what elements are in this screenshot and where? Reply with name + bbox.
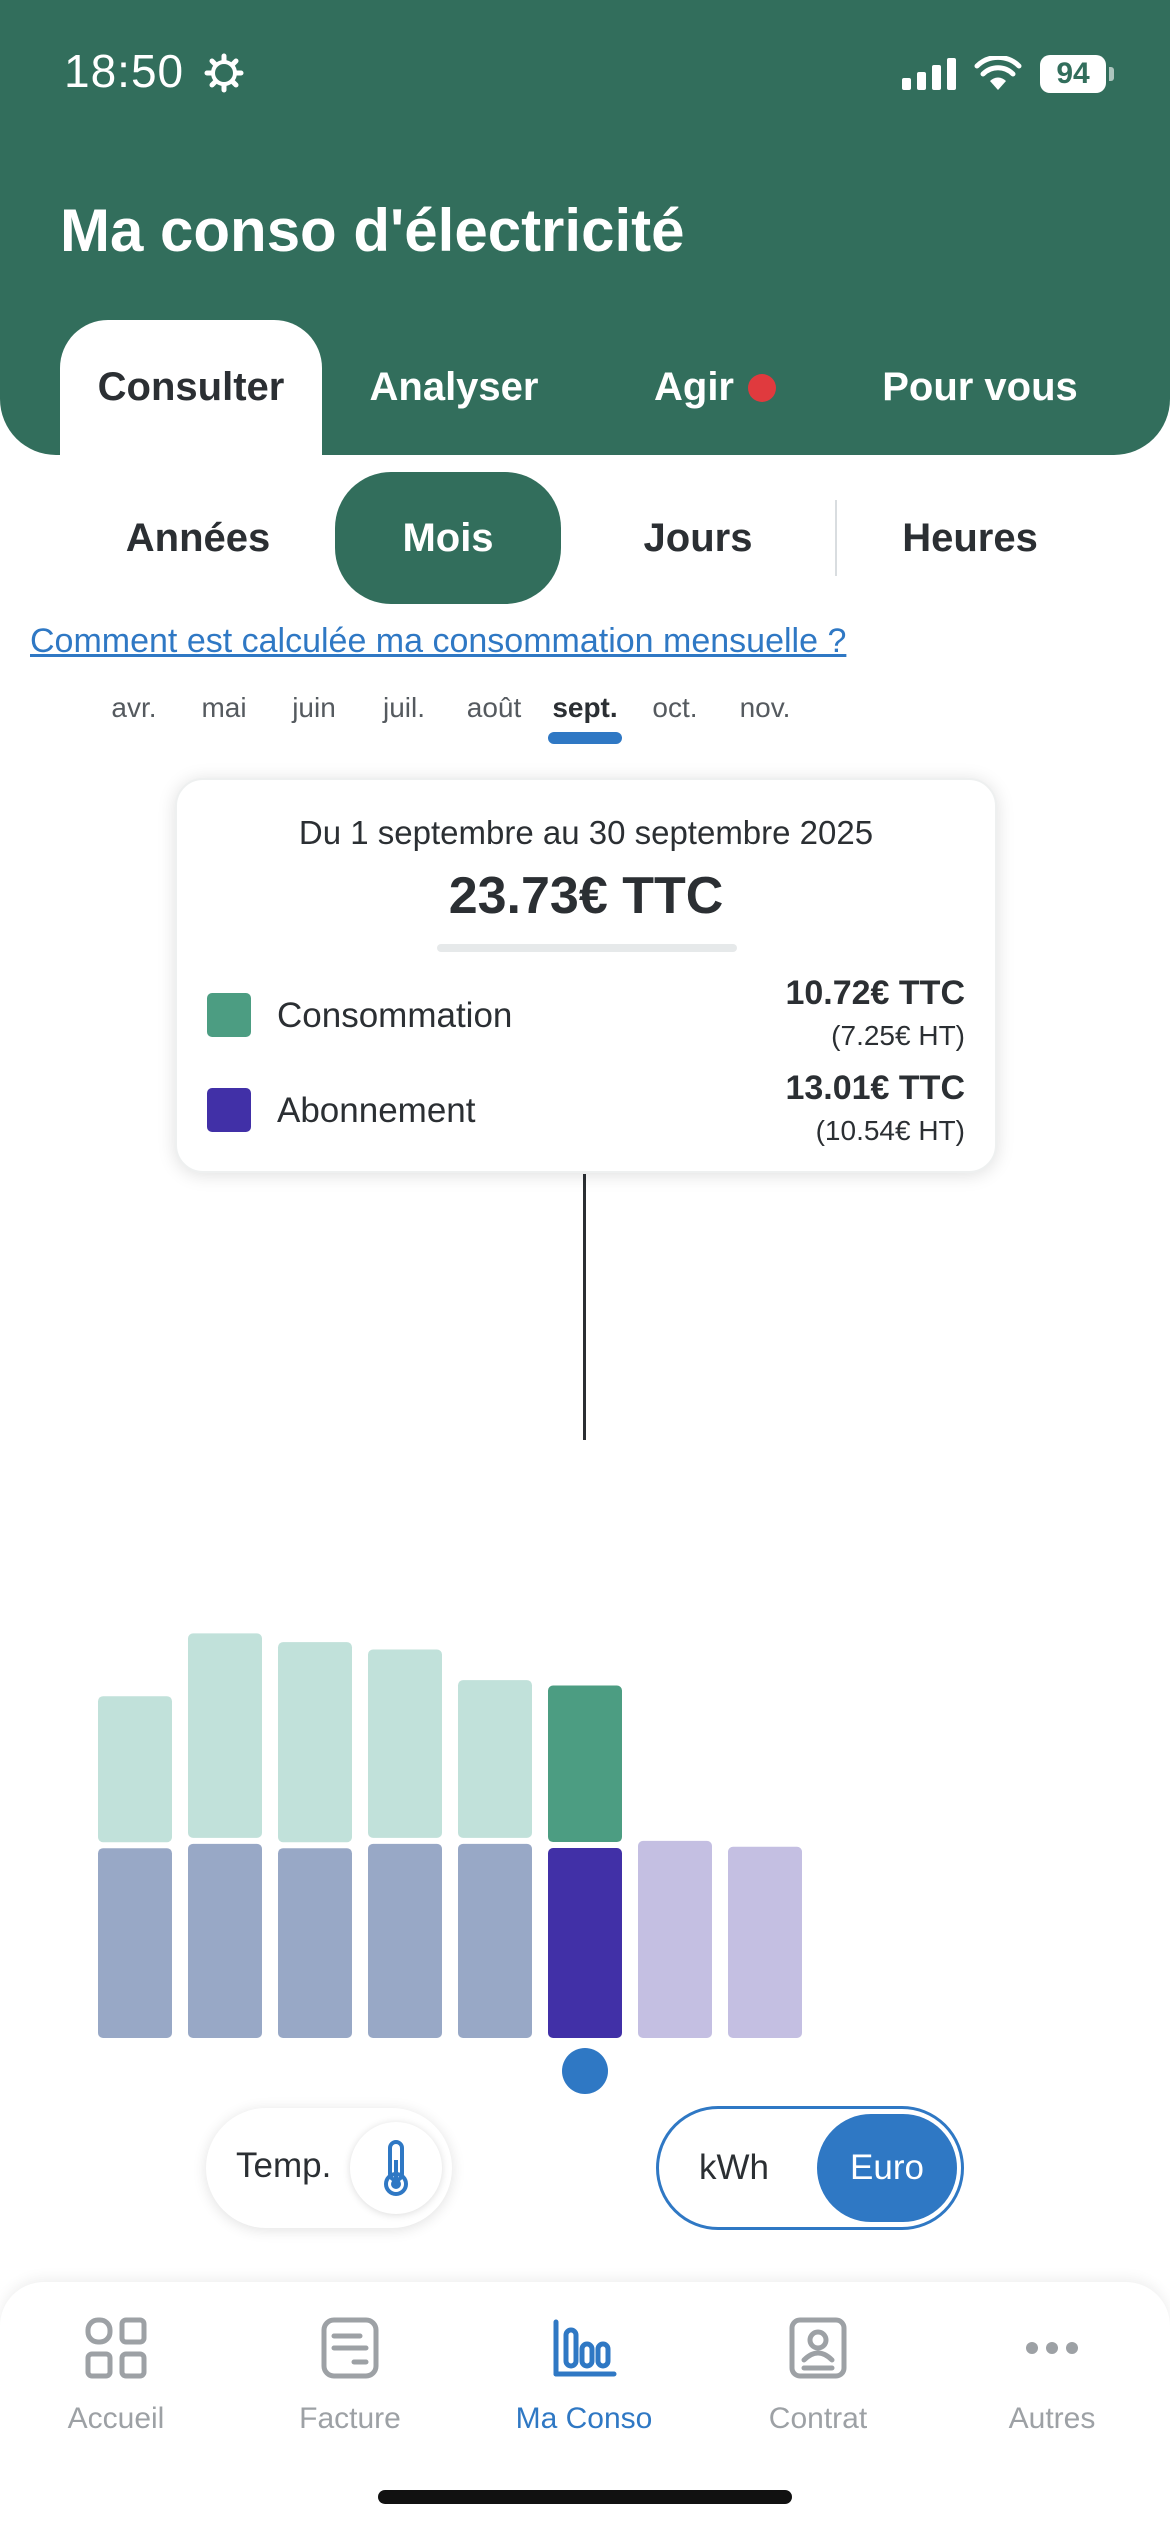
selected-bar-handle[interactable] bbox=[562, 2048, 608, 2094]
legend-label: Abonnement bbox=[277, 1091, 476, 1130]
bar-abonnement-août[interactable] bbox=[458, 1843, 532, 2038]
legend-consommation: Consommation 10.72€ TTC (7.25€ HT) bbox=[207, 970, 965, 1060]
bar-consommation-avr[interactable] bbox=[98, 1696, 172, 1843]
notification-badge bbox=[748, 373, 776, 402]
nav-contrat[interactable]: Contrat bbox=[718, 2304, 918, 2454]
legend-ht: (10.54€ HT) bbox=[815, 1115, 965, 1146]
page-title: Ma conso d'électricité bbox=[60, 197, 685, 264]
legend-ttc: 10.72€ TTC bbox=[785, 974, 965, 1012]
status-time: 18:50 bbox=[64, 45, 185, 97]
nav-label: Accueil bbox=[67, 2402, 165, 2435]
wifi-icon bbox=[974, 56, 1022, 90]
legend-label: Consommation bbox=[277, 996, 513, 1035]
selected-month-indicator bbox=[548, 732, 622, 744]
month-label[interactable]: oct. bbox=[652, 692, 698, 723]
bar-abonnement-oct[interactable] bbox=[638, 1840, 712, 2038]
bar-consommation-juil[interactable] bbox=[368, 1649, 442, 1838]
month-label[interactable]: juin bbox=[292, 692, 336, 723]
contract-icon bbox=[789, 2317, 847, 2379]
more-icon bbox=[1026, 2342, 1078, 2354]
month-label[interactable]: juil. bbox=[382, 692, 425, 723]
temperature-label: Temp. bbox=[236, 2146, 332, 2185]
legend-ht: (7.25€ HT) bbox=[831, 1020, 965, 1051]
invoice-icon bbox=[321, 2317, 379, 2379]
legend-abonnement: Abonnement 13.01€ TTC (10.54€ HT) bbox=[207, 1065, 965, 1155]
grid-icon bbox=[85, 2317, 147, 2379]
unit-toggle[interactable]: kWh Euro bbox=[656, 2106, 964, 2230]
battery-level: 94 bbox=[1040, 55, 1106, 93]
bar-consommation-mai[interactable] bbox=[188, 1633, 262, 1838]
tab-agir[interactable]: Agir bbox=[620, 320, 810, 455]
legend-ttc: 13.01€ TTC bbox=[785, 1069, 965, 1107]
bar-abonnement-avr[interactable] bbox=[98, 1848, 172, 2038]
tab-agir-label: Agir bbox=[654, 365, 734, 409]
segment-jours[interactable]: Jours bbox=[643, 515, 753, 560]
bar-abonnement-juil[interactable] bbox=[368, 1843, 442, 2038]
thermometer-icon[interactable] bbox=[350, 2122, 442, 2214]
temperature-toggle[interactable]: Temp. bbox=[206, 2108, 452, 2228]
nav-accueil[interactable]: Accueil bbox=[16, 2304, 216, 2454]
nav-ma-conso[interactable]: Ma Conso bbox=[484, 2304, 684, 2454]
bar-abonnement-sept[interactable] bbox=[548, 1848, 622, 2038]
battery-icon: 94 bbox=[1040, 55, 1114, 93]
month-detail-tooltip: Du 1 septembre au 30 septembre 2025 23.7… bbox=[175, 778, 997, 1173]
segment-annees[interactable]: Années bbox=[125, 515, 271, 560]
month-label-selected[interactable]: sept. bbox=[552, 692, 618, 723]
tab-consulter[interactable]: Consulter bbox=[60, 320, 322, 455]
legend-swatch-abonnement bbox=[207, 1088, 251, 1132]
bar-consommation-sept[interactable] bbox=[548, 1685, 622, 1843]
segment-mois[interactable]: Mois bbox=[335, 472, 561, 604]
gear-icon bbox=[204, 53, 244, 93]
tooltip-connector-line bbox=[583, 1174, 586, 1440]
cellular-signal-icon bbox=[902, 58, 956, 90]
nav-facture[interactable]: Facture bbox=[250, 2304, 450, 2454]
home-indicator bbox=[378, 2490, 792, 2504]
bar-abonnement-mai[interactable] bbox=[188, 1843, 262, 2038]
nav-label: Ma Conso bbox=[515, 2402, 653, 2435]
segment-divider bbox=[835, 500, 837, 576]
status-indicators: 94 bbox=[902, 52, 1114, 96]
tab-pour-vous[interactable]: Pour vous bbox=[882, 365, 1078, 409]
bar-consommation-août[interactable] bbox=[458, 1680, 532, 1838]
legend-swatch-consommation bbox=[207, 993, 251, 1037]
unit-euro-option[interactable]: Euro bbox=[817, 2114, 957, 2222]
month-label[interactable]: août bbox=[466, 692, 522, 723]
segment-heures[interactable]: Heures bbox=[902, 515, 1038, 560]
tooltip-period: Du 1 septembre au 30 septembre 2025 bbox=[298, 814, 874, 851]
tooltip-divider bbox=[437, 944, 737, 952]
bar-abonnement-nov[interactable] bbox=[728, 1846, 802, 2038]
month-label[interactable]: avr. bbox=[111, 692, 157, 723]
month-label[interactable]: mai bbox=[201, 692, 247, 723]
bar-chart-icon bbox=[553, 2319, 617, 2377]
help-link[interactable]: Comment est calculée ma consommation men… bbox=[30, 622, 847, 660]
nav-autres[interactable]: Autres bbox=[952, 2304, 1152, 2454]
top-tab-bar: Consulter Analyser Agir Pour vous bbox=[0, 320, 1170, 455]
unit-kwh-option[interactable]: kWh bbox=[699, 2148, 769, 2187]
month-label[interactable]: nov. bbox=[739, 692, 791, 723]
bar-abonnement-juin[interactable] bbox=[278, 1848, 352, 2038]
bar-consommation-juin[interactable] bbox=[278, 1642, 352, 1843]
tab-analyser[interactable]: Analyser bbox=[369, 365, 539, 409]
app-header: 18:50 94 Ma conso d'électricité Consulte… bbox=[0, 0, 1170, 455]
tooltip-total: 23.73€ TTC bbox=[448, 867, 724, 925]
nav-label: Autres bbox=[1008, 2402, 1096, 2435]
nav-label: Contrat bbox=[768, 2402, 868, 2435]
nav-label: Facture bbox=[299, 2402, 401, 2435]
